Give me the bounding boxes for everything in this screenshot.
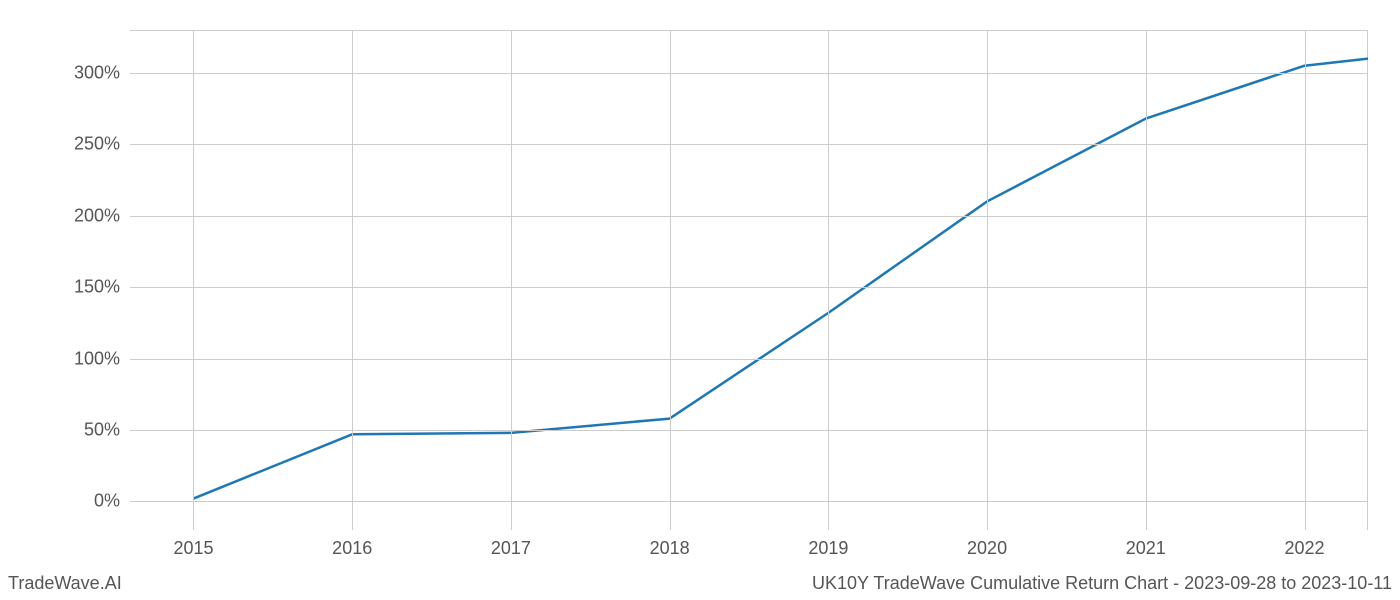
- plot-area: 201520162017201820192020202120220%50%100…: [130, 30, 1368, 530]
- grid-line-vertical: [352, 30, 353, 530]
- footer-left-text: TradeWave.AI: [8, 573, 122, 594]
- y-tick-label: 300%: [74, 62, 130, 83]
- grid-line-horizontal: [130, 144, 1368, 145]
- y-tick-label: 150%: [74, 277, 130, 298]
- x-tick-label: 2016: [332, 530, 372, 559]
- grid-line-horizontal: [130, 501, 1368, 502]
- grid-line-horizontal: [130, 216, 1368, 217]
- grid-line-horizontal: [130, 359, 1368, 360]
- y-tick-label: 200%: [74, 205, 130, 226]
- x-tick-label: 2015: [173, 530, 213, 559]
- grid-line-horizontal: [130, 287, 1368, 288]
- x-tick-label: 2021: [1126, 530, 1166, 559]
- grid-line-vertical: [511, 30, 512, 530]
- line-chart-svg: [130, 30, 1368, 530]
- x-tick-label: 2019: [808, 530, 848, 559]
- x-tick-label: 2022: [1284, 530, 1324, 559]
- data-line: [193, 59, 1368, 499]
- grid-line-vertical: [193, 30, 194, 530]
- y-tick-label: 50%: [84, 420, 130, 441]
- y-tick-label: 0%: [94, 491, 130, 512]
- grid-line-vertical: [828, 30, 829, 530]
- grid-line-horizontal: [130, 430, 1368, 431]
- y-tick-label: 100%: [74, 348, 130, 369]
- y-tick-label: 250%: [74, 134, 130, 155]
- chart-container: 2015 2016 2017 2018 2019 2020 2021 2022 0% 50% 100…: [0, 0, 1400, 600]
- grid-line-vertical: [987, 30, 988, 530]
- grid-line-vertical: [670, 30, 671, 530]
- grid-line-vertical: [1146, 30, 1147, 530]
- footer-right-text: UK10Y TradeWave Cumulative Return Chart …: [812, 573, 1392, 594]
- x-tick-label: 2020: [967, 530, 1007, 559]
- x-tick-label: 2017: [491, 530, 531, 559]
- x-tick-label: 2018: [650, 530, 690, 559]
- grid-line-vertical: [1305, 30, 1306, 530]
- grid-line-horizontal: [130, 73, 1368, 74]
